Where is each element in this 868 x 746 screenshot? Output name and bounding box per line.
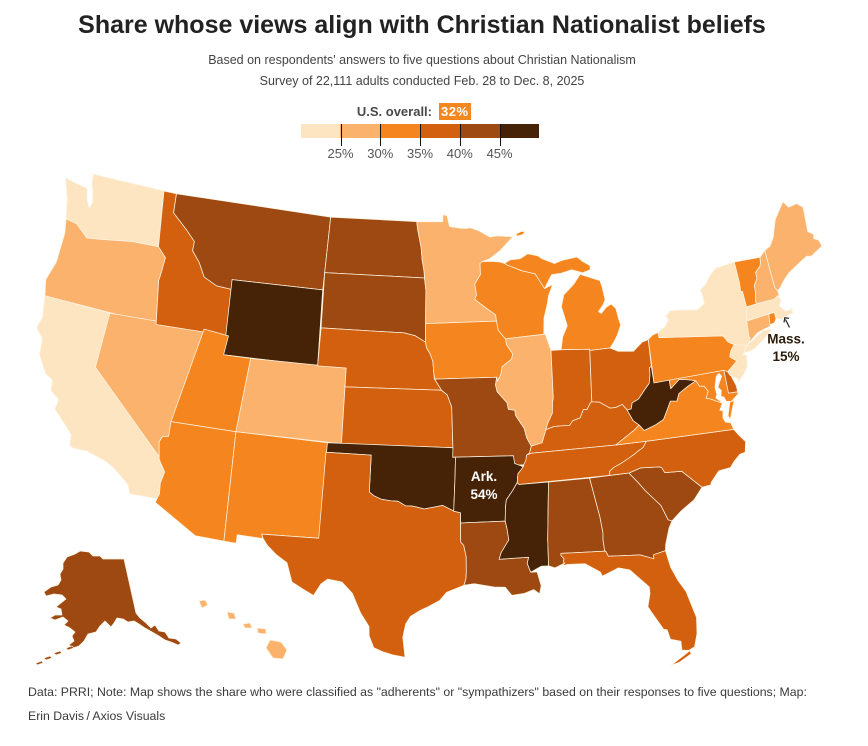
svg-text:54%: 54%: [470, 487, 497, 502]
svg-text:15%: 15%: [772, 349, 799, 364]
svg-text:Mass.: Mass.: [767, 332, 805, 347]
svg-text:Ark.: Ark.: [471, 469, 497, 484]
